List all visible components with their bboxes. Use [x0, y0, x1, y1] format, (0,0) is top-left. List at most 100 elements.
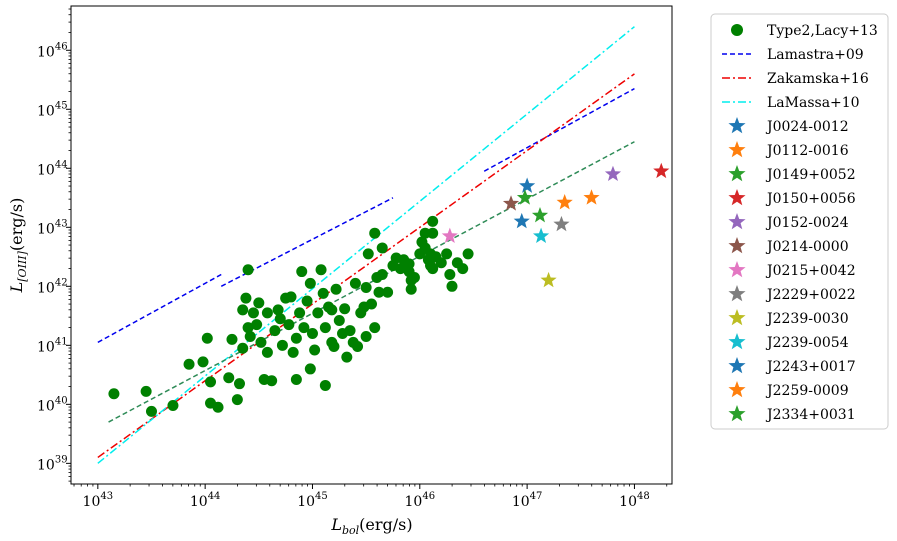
legend-label: Lamastra+09: [767, 47, 864, 63]
legend-item-lamassa-10: LaMassa+10: [722, 95, 860, 111]
type2-point: [253, 297, 265, 309]
legend-box: [710, 13, 889, 430]
type2-point: [255, 336, 267, 348]
zakamska-16-line-1: [97, 73, 635, 459]
type2-point: [276, 339, 288, 351]
legend-item-j2259-0009: J2259-0009: [728, 381, 849, 399]
legend-item-j2334-0031: J2334+0031: [728, 405, 856, 423]
type2-point: [290, 374, 302, 386]
legend-item-lamastra-09: Lamastra+09: [722, 47, 864, 63]
type2-point: [319, 379, 331, 391]
type2-point: [403, 258, 415, 270]
type2-point: [328, 341, 340, 353]
legend-marker-star: [728, 237, 746, 254]
y-tick-label: 1044: [37, 159, 68, 178]
lamastra-09-line-1: [97, 273, 222, 344]
legend-marker-star: [728, 189, 746, 206]
legend-label: J0150+0056: [765, 191, 856, 207]
type2-point: [201, 332, 213, 344]
type2-point: [319, 322, 331, 334]
type2-point: [326, 304, 338, 316]
star-j0214-0000: [502, 195, 520, 211]
type2-point: [304, 363, 316, 375]
legend-label: J0152-0024: [765, 215, 849, 231]
legend-label: J2239-0030: [765, 311, 849, 327]
type2-point: [266, 375, 278, 387]
legend-item-j0215-0042: J0215+0042: [728, 261, 856, 279]
type2-point: [242, 264, 254, 276]
type2-point: [352, 341, 364, 353]
star-j0112-0016: [556, 194, 573, 210]
star-j2259-0009: [583, 189, 600, 205]
y-tick-label: 1039: [37, 454, 68, 473]
legend-marker-star: [728, 141, 746, 158]
x-tick-label: 1048: [619, 491, 650, 510]
legend-marker-star: [728, 357, 746, 374]
type2-point: [462, 248, 474, 260]
y-label-sub: [OIII]: [16, 250, 29, 281]
type2-point: [435, 257, 447, 269]
legend-label: J2229+0022: [765, 287, 856, 303]
type2-point: [457, 263, 469, 275]
star-j0149-0052: [531, 206, 549, 223]
type2-point: [427, 215, 439, 227]
legend-marker-star: [728, 165, 746, 182]
y-label-unit: (erg/s): [7, 198, 26, 251]
type2-point: [167, 400, 179, 412]
type2-point: [287, 346, 299, 358]
type2-point: [312, 307, 324, 319]
legend-label: J2239-0054: [765, 335, 849, 351]
x-axis-label: Lbol(erg/s): [330, 515, 412, 537]
legend-marker-circle: [731, 24, 743, 36]
type2-point: [231, 394, 243, 406]
type2-point: [240, 292, 252, 304]
star-j0152-0024: [604, 165, 622, 182]
type2-point: [197, 356, 209, 368]
y-tick-label: 1041: [37, 336, 68, 355]
type2-point: [344, 325, 356, 337]
star-j2239-0030: [540, 271, 557, 288]
type2-point: [330, 283, 342, 295]
legend-label: Zakamska+16: [767, 71, 869, 87]
lamassa-10-line-1: [97, 26, 635, 464]
type2-point: [373, 286, 385, 298]
star-j2334-0031: [516, 189, 534, 205]
type2-point: [294, 307, 306, 319]
svg-text:L[OIII](erg/s): L[OIII](erg/s): [7, 198, 29, 294]
star-j2243-0017: [519, 177, 536, 193]
type2-point: [315, 264, 327, 276]
legend-item-j2229-0022: J2229+0022: [728, 285, 856, 303]
y-label-main: L: [7, 282, 26, 294]
legend-label: J2259-0009: [765, 383, 849, 399]
type2-point: [140, 385, 152, 397]
legend-item-type2-lacy-13: Type2,Lacy+13: [731, 23, 878, 39]
y-tick-label: 1042: [37, 277, 68, 296]
legend-item-j2239-0030: J2239-0030: [728, 309, 849, 327]
type2-point: [306, 328, 318, 340]
type2-point: [394, 263, 406, 275]
legend-item-j2239-0054: J2239-0054: [728, 333, 849, 351]
legend-marker-star: [728, 117, 746, 134]
type2-point: [237, 304, 249, 316]
plot-content: [97, 26, 670, 464]
legend-item-j0214-0000: J0214-0000: [728, 237, 849, 255]
type2-point: [349, 277, 361, 289]
legend-label: J0149+0052: [765, 167, 856, 183]
type2-point: [360, 281, 372, 293]
type2-point: [339, 303, 351, 315]
type2-point: [108, 388, 120, 400]
type2-point: [205, 376, 217, 388]
legend-label: J0215+0042: [765, 263, 856, 279]
type2-point: [274, 313, 286, 325]
type2-point: [382, 286, 394, 298]
y-axis-label: L[OIII](erg/s): [7, 198, 29, 294]
type2-point: [244, 330, 256, 342]
legend-marker-star: [728, 213, 746, 230]
star-j2239-0054: [532, 227, 550, 244]
legend-label: J2334+0031: [765, 407, 856, 423]
type2-point: [283, 319, 295, 331]
x-tick-label: 1045: [297, 491, 328, 510]
x-tick-label: 1044: [190, 491, 221, 510]
y-tick-label: 1046: [37, 41, 68, 60]
